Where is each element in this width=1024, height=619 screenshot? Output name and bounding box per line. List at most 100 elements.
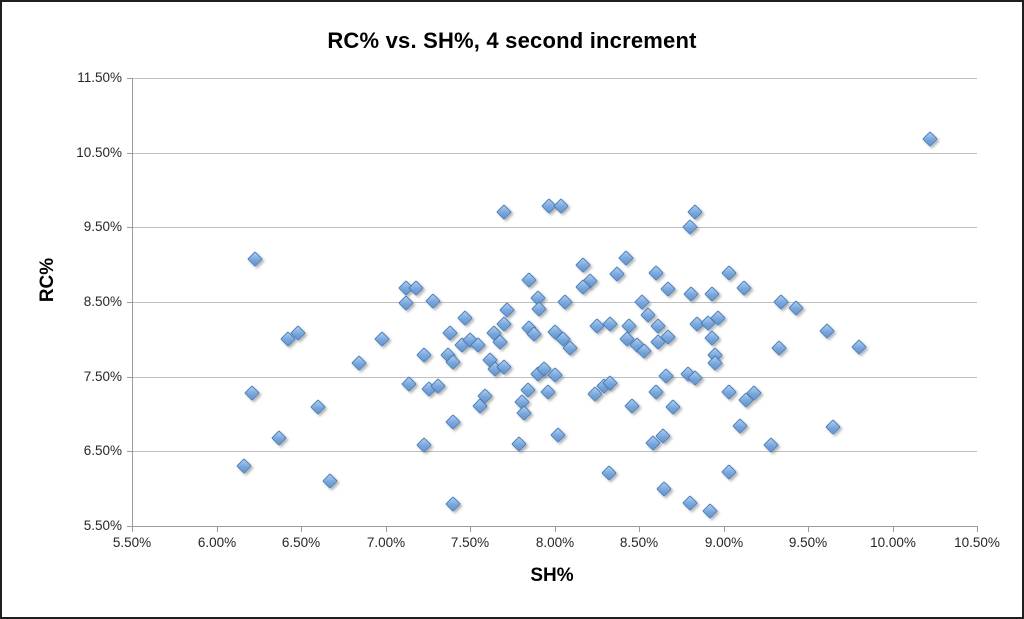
data-point-marker[interactable] (445, 414, 461, 430)
y-axis-tick (127, 78, 132, 79)
data-point-marker[interactable] (921, 131, 938, 147)
data-point-marker[interactable] (556, 294, 573, 310)
data-point-marker[interactable] (656, 481, 673, 498)
data-point-marker[interactable] (531, 300, 548, 317)
data-point-marker[interactable] (499, 301, 515, 318)
data-point-marker[interactable] (703, 286, 720, 302)
y-tick-label: 8.50% (83, 294, 122, 309)
data-point-marker[interactable] (850, 339, 867, 355)
chart-title: RC% vs. SH%, 4 second increment (327, 28, 697, 53)
x-axis-tick (132, 526, 133, 532)
x-tick-label: 7.50% (450, 535, 490, 550)
y-tick-label: 7.50% (83, 369, 122, 384)
data-point-marker[interactable] (235, 458, 252, 475)
data-point-marker[interactable] (658, 368, 674, 384)
x-axis-tick (470, 526, 471, 532)
y-axis-tick (127, 227, 132, 228)
data-point-marker[interactable] (687, 204, 703, 221)
x-tick-label: 6.50% (281, 535, 321, 550)
x-tick-label: 6.00% (197, 535, 237, 550)
data-point-marker[interactable] (681, 219, 698, 236)
data-point-marker[interactable] (665, 398, 681, 415)
data-point-marker[interactable] (648, 383, 664, 400)
x-tick-label: 10.50% (954, 535, 1000, 550)
data-point-marker[interactable] (703, 330, 720, 346)
x-tick-label: 10.00% (870, 535, 916, 550)
y-gridline (132, 227, 977, 228)
data-point-marker[interactable] (683, 286, 700, 302)
data-point-marker[interactable] (350, 355, 367, 371)
x-axis-title: SH% (530, 565, 574, 586)
data-point-marker[interactable] (374, 331, 390, 348)
y-tick-label: 10.50% (76, 145, 122, 160)
x-tick-label: 5.50% (112, 535, 152, 550)
y-tick-label: 5.50% (83, 518, 122, 533)
data-point-marker[interactable] (720, 383, 737, 400)
data-point-marker[interactable] (521, 271, 537, 288)
data-point-marker[interactable] (408, 280, 424, 296)
x-axis-tick (217, 526, 218, 532)
data-point-marker[interactable] (648, 265, 664, 281)
y-tick-label: 6.50% (83, 443, 122, 458)
data-point-marker[interactable] (825, 419, 842, 436)
y-axis-line (132, 78, 133, 527)
x-axis-tick (386, 526, 387, 532)
data-point-marker[interactable] (321, 473, 338, 489)
data-point-marker[interactable] (773, 294, 789, 310)
x-axis-tick (893, 526, 894, 532)
y-tick-label: 9.50% (83, 219, 122, 234)
data-point-marker[interactable] (247, 250, 264, 267)
data-point-marker[interactable] (553, 197, 570, 214)
data-point-marker[interactable] (271, 430, 287, 446)
data-point-marker[interactable] (425, 293, 441, 310)
x-axis-tick (977, 526, 978, 532)
x-tick-label: 7.00% (366, 535, 406, 550)
data-point-marker[interactable] (539, 383, 556, 400)
data-point-marker[interactable] (720, 265, 737, 281)
x-axis-line (132, 526, 977, 527)
data-point-marker[interactable] (771, 340, 788, 357)
y-axis-tick (127, 451, 132, 452)
x-axis-tick (808, 526, 809, 532)
x-axis-tick (301, 526, 302, 532)
x-axis-tick (639, 526, 640, 532)
x-axis-tick (555, 526, 556, 532)
data-point-marker[interactable] (457, 309, 473, 326)
x-tick-label: 9.50% (788, 535, 828, 550)
data-point-marker[interactable] (624, 398, 640, 414)
data-point-marker[interactable] (621, 318, 637, 334)
data-point-marker[interactable] (445, 495, 461, 512)
y-axis-tick (127, 377, 132, 378)
data-point-marker[interactable] (602, 315, 619, 332)
y-tick-label: 11.50% (77, 70, 122, 85)
y-gridline (132, 302, 977, 303)
data-point-marker[interactable] (736, 280, 752, 296)
data-point-marker[interactable] (401, 376, 417, 392)
data-point-marker[interactable] (609, 265, 625, 282)
data-point-marker[interactable] (416, 347, 433, 363)
x-tick-label: 9.00% (704, 535, 744, 550)
data-point-marker[interactable] (649, 318, 666, 334)
y-axis-tick (127, 302, 132, 303)
x-tick-label: 8.00% (535, 535, 575, 550)
data-point-marker[interactable] (589, 318, 605, 334)
data-point-marker[interactable] (310, 398, 326, 415)
data-point-marker[interactable] (617, 250, 634, 266)
data-point-marker[interactable] (575, 257, 591, 274)
data-point-marker[interactable] (818, 323, 835, 339)
data-point-marker[interactable] (398, 294, 414, 311)
data-point-marker[interactable] (681, 495, 698, 511)
data-point-marker[interactable] (244, 385, 260, 401)
y-axis-tick (127, 526, 132, 527)
data-point-marker[interactable] (720, 464, 737, 480)
data-point-marker[interactable] (441, 325, 458, 342)
data-point-marker[interactable] (600, 465, 617, 481)
data-point-marker[interactable] (659, 280, 676, 297)
data-point-marker[interactable] (550, 427, 566, 443)
data-point-marker[interactable] (732, 418, 749, 434)
data-point-marker[interactable] (511, 436, 527, 452)
data-point-marker[interactable] (702, 503, 718, 519)
y-gridline (132, 451, 977, 452)
data-point-marker[interactable] (496, 204, 512, 221)
